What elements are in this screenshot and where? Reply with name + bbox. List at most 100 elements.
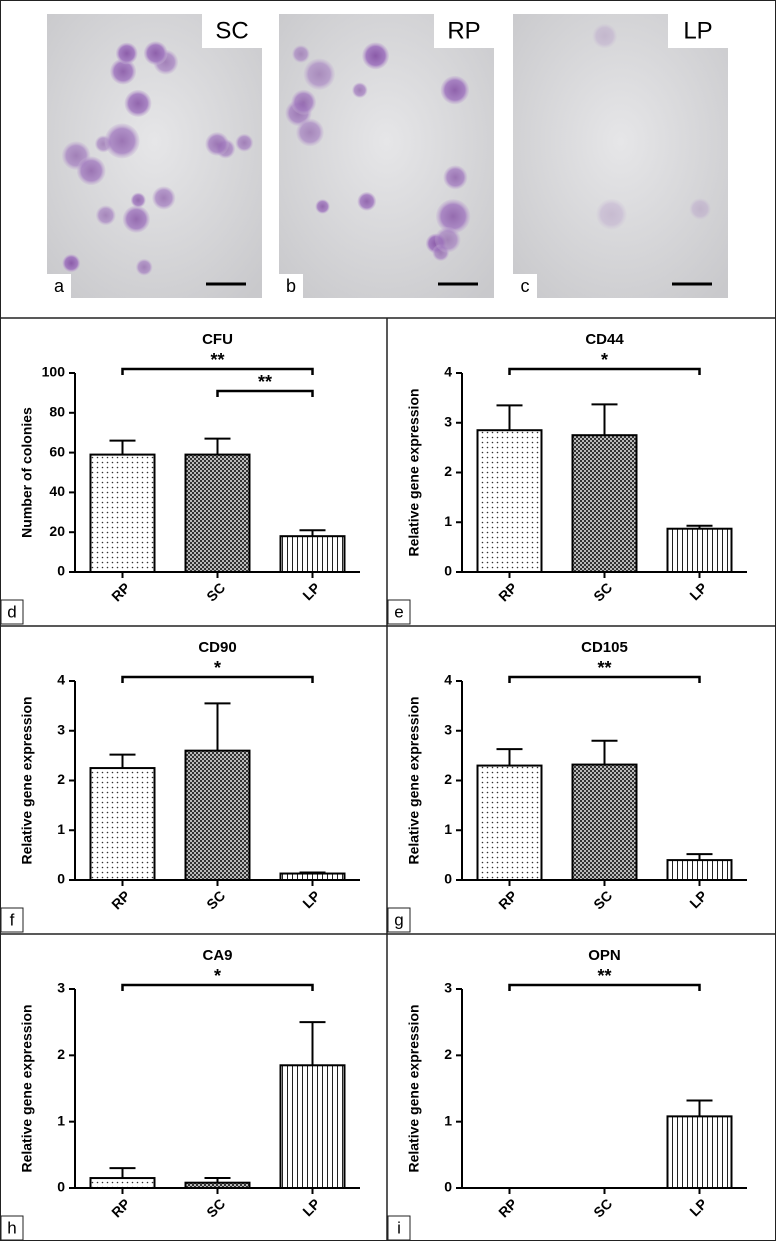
error-bar — [591, 739, 618, 765]
x-tick-label: SC — [203, 579, 228, 604]
colony — [443, 165, 468, 190]
photo-row: SC a RP b LP c — [47, 14, 728, 298]
y-tick-label: 1 — [57, 1112, 65, 1128]
significance-label: * — [601, 350, 608, 370]
panel-letter-box — [387, 599, 411, 625]
x-tick-label: SC — [590, 579, 615, 604]
chart-title: OPN — [588, 947, 621, 964]
y-tick-label: 2 — [57, 771, 65, 787]
chart: CD105 Relative gene expression 0 1 2 3 4 RP SC LP… — [387, 639, 747, 933]
significance-label: * — [214, 658, 221, 678]
bar — [184, 453, 251, 573]
colony — [130, 192, 146, 208]
significance-bracket — [508, 675, 701, 683]
x-tick-label: RP — [495, 1195, 520, 1220]
y-tick-label: 3 — [57, 721, 65, 737]
bar — [184, 1181, 251, 1190]
panel-letter-box — [387, 1215, 411, 1241]
error-bar — [496, 748, 523, 766]
panel-letter-box — [387, 907, 411, 933]
colony — [135, 258, 153, 276]
colony — [115, 42, 138, 65]
x-tick-label: SC — [590, 1195, 615, 1220]
photo-label-box — [668, 14, 728, 48]
photo-label-box — [202, 14, 262, 48]
colony — [596, 198, 627, 230]
error-bar — [109, 439, 136, 455]
panel-letter-box — [0, 599, 24, 625]
y-tick-label: 0 — [57, 871, 65, 887]
colony — [124, 89, 152, 117]
panel-letter: g — [394, 910, 403, 929]
panel-letter: b — [286, 276, 296, 296]
y-tick-label: 2 — [57, 1046, 65, 1062]
significance-bracket — [508, 367, 701, 375]
bar — [89, 453, 156, 573]
y-tick-label: 1 — [444, 1112, 452, 1128]
colony — [143, 41, 168, 66]
significance-label: ** — [258, 372, 272, 392]
chart-title: CD44 — [585, 331, 624, 348]
y-tick-label: 40 — [49, 483, 65, 499]
significance-bracket — [121, 675, 314, 683]
colony — [292, 45, 310, 63]
colony — [352, 82, 368, 98]
y-tick-label: 100 — [42, 364, 66, 380]
colony — [235, 133, 254, 152]
colony — [362, 42, 390, 70]
y-tick-label: 3 — [444, 413, 452, 429]
x-tick-label: LP — [299, 887, 323, 911]
colony — [303, 58, 335, 90]
error-bar — [299, 529, 326, 537]
bar — [476, 429, 543, 573]
colony — [440, 75, 470, 105]
colony — [357, 191, 377, 211]
x-tick-label: LP — [686, 887, 710, 911]
colony — [592, 23, 617, 49]
bar — [184, 749, 251, 882]
bar — [666, 859, 733, 881]
panel-letter-box — [513, 274, 537, 298]
photo: SC a — [47, 14, 262, 298]
colony — [152, 186, 176, 210]
significance-bracket — [216, 389, 314, 397]
x-tick-label: RP — [495, 579, 520, 604]
panel-letter-box — [0, 907, 24, 933]
chart-title: CD90 — [198, 639, 236, 656]
bar — [571, 763, 638, 882]
colony — [315, 199, 330, 214]
error-bar — [686, 524, 713, 529]
panel-letter: a — [54, 276, 65, 296]
photo: LP c — [513, 14, 728, 298]
panel-letter: f — [10, 910, 15, 929]
chart: CD90 Relative gene expression 0 1 2 3 4 RP SC LP *… — [0, 639, 360, 933]
bar — [279, 535, 346, 573]
bar — [89, 767, 156, 881]
y-tick-label: 3 — [444, 721, 452, 737]
panel-letter: e — [394, 602, 403, 621]
error-bar — [109, 1167, 136, 1179]
y-tick-label: 0 — [444, 871, 452, 887]
error-bar — [109, 753, 136, 769]
colony — [122, 205, 150, 233]
x-tick-label: LP — [686, 579, 710, 603]
chart: CD44 Relative gene expression 0 1 2 3 4 RP SC LP *… — [387, 331, 747, 625]
x-tick-label: RP — [108, 887, 133, 912]
significance-bracket — [508, 983, 701, 991]
error-bar — [299, 871, 326, 874]
colony — [291, 89, 317, 115]
bar — [476, 764, 543, 882]
chart: OPN Relative gene expression 0 1 2 3 RP SC LP ** i — [387, 947, 747, 1241]
photo-background — [513, 14, 728, 298]
panel-letter: h — [7, 1218, 16, 1237]
y-axis-label: Relative gene expression — [406, 1004, 422, 1172]
bar — [666, 527, 733, 574]
error-bar — [204, 1177, 231, 1183]
error-bar — [686, 853, 713, 861]
y-tick-label: 4 — [57, 672, 65, 688]
colony — [76, 156, 106, 186]
photo-label: RP — [447, 17, 480, 44]
x-tick-label: RP — [495, 887, 520, 912]
y-tick-label: 1 — [444, 513, 452, 529]
